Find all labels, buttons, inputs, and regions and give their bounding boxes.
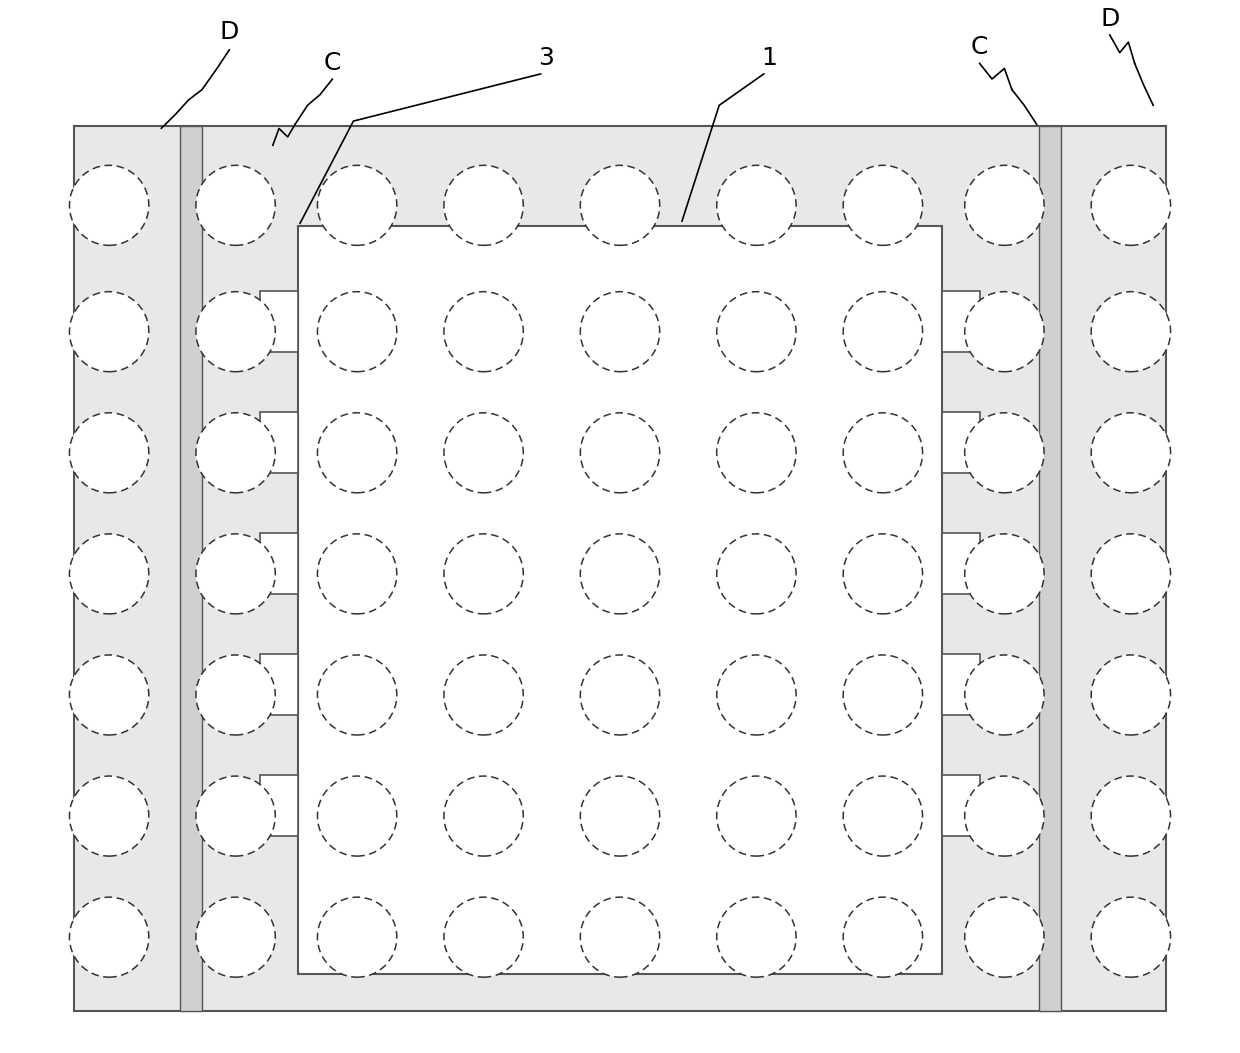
Ellipse shape — [444, 292, 523, 372]
Bar — [942, 533, 980, 594]
Ellipse shape — [843, 655, 923, 735]
Ellipse shape — [580, 534, 660, 614]
Ellipse shape — [965, 776, 1044, 856]
Ellipse shape — [196, 413, 275, 493]
Ellipse shape — [69, 655, 149, 735]
Ellipse shape — [317, 655, 397, 735]
Ellipse shape — [843, 534, 923, 614]
Bar — [260, 291, 298, 352]
Ellipse shape — [444, 165, 523, 245]
Ellipse shape — [317, 897, 397, 977]
Ellipse shape — [317, 413, 397, 493]
Bar — [260, 412, 298, 473]
Ellipse shape — [69, 413, 149, 493]
Bar — [942, 412, 980, 473]
Ellipse shape — [444, 534, 523, 614]
Ellipse shape — [1091, 165, 1171, 245]
Ellipse shape — [965, 292, 1044, 372]
Ellipse shape — [717, 534, 796, 614]
Ellipse shape — [196, 534, 275, 614]
Ellipse shape — [69, 292, 149, 372]
Bar — [260, 775, 298, 836]
Ellipse shape — [196, 776, 275, 856]
Ellipse shape — [843, 413, 923, 493]
Bar — [942, 654, 980, 715]
Bar — [260, 533, 298, 594]
Ellipse shape — [717, 165, 796, 245]
Ellipse shape — [580, 897, 660, 977]
Ellipse shape — [69, 897, 149, 977]
Ellipse shape — [1091, 897, 1171, 977]
Ellipse shape — [843, 897, 923, 977]
Ellipse shape — [317, 534, 397, 614]
Ellipse shape — [580, 413, 660, 493]
Ellipse shape — [196, 897, 275, 977]
Ellipse shape — [965, 655, 1044, 735]
Ellipse shape — [843, 165, 923, 245]
Ellipse shape — [717, 776, 796, 856]
Text: D: D — [1100, 7, 1120, 31]
Bar — [942, 291, 980, 352]
Text: C: C — [971, 36, 988, 59]
Ellipse shape — [196, 655, 275, 735]
Bar — [260, 654, 298, 715]
Ellipse shape — [580, 165, 660, 245]
Ellipse shape — [69, 165, 149, 245]
Ellipse shape — [444, 776, 523, 856]
Ellipse shape — [69, 534, 149, 614]
Ellipse shape — [317, 165, 397, 245]
Ellipse shape — [843, 292, 923, 372]
Bar — [74, 126, 1166, 1011]
Ellipse shape — [717, 413, 796, 493]
Text: C: C — [324, 52, 341, 75]
Ellipse shape — [580, 655, 660, 735]
Ellipse shape — [717, 655, 796, 735]
Text: 1: 1 — [761, 46, 776, 69]
Ellipse shape — [1091, 534, 1171, 614]
Text: 3: 3 — [538, 46, 553, 69]
Ellipse shape — [69, 776, 149, 856]
Ellipse shape — [1091, 292, 1171, 372]
Bar — [942, 775, 980, 836]
Ellipse shape — [965, 534, 1044, 614]
Ellipse shape — [317, 776, 397, 856]
Ellipse shape — [317, 292, 397, 372]
Ellipse shape — [444, 655, 523, 735]
Bar — [1039, 126, 1061, 1011]
Ellipse shape — [843, 776, 923, 856]
Ellipse shape — [444, 897, 523, 977]
Ellipse shape — [1091, 413, 1171, 493]
Ellipse shape — [580, 776, 660, 856]
Text: D: D — [219, 20, 239, 43]
Ellipse shape — [196, 165, 275, 245]
Ellipse shape — [965, 897, 1044, 977]
Ellipse shape — [965, 165, 1044, 245]
Bar — [180, 126, 202, 1011]
Ellipse shape — [1091, 776, 1171, 856]
Ellipse shape — [580, 292, 660, 372]
Ellipse shape — [444, 413, 523, 493]
Ellipse shape — [717, 897, 796, 977]
Ellipse shape — [196, 292, 275, 372]
Ellipse shape — [965, 413, 1044, 493]
Ellipse shape — [717, 292, 796, 372]
Ellipse shape — [1091, 655, 1171, 735]
Bar — [298, 226, 942, 974]
